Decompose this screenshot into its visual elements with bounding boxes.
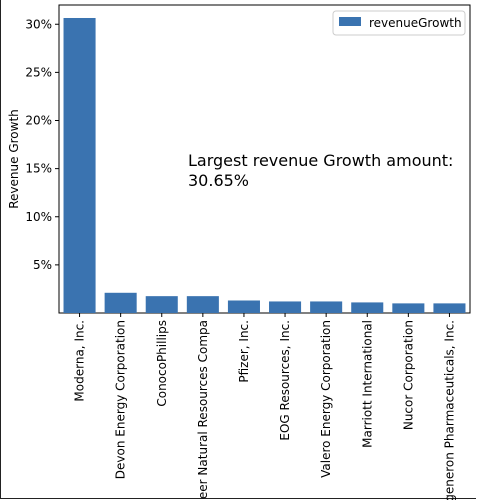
y-tick-label: 30% <box>25 17 52 31</box>
x-tick-label: EOG Resources, Inc. <box>278 320 292 441</box>
bar-0 <box>63 17 96 314</box>
y-tick-label: 15% <box>25 162 52 176</box>
legend-swatch <box>339 17 361 26</box>
bar-2 <box>145 296 178 313</box>
x-tick-label: Valero Energy Corporation <box>319 320 333 478</box>
x-tick-label: Marriott International <box>360 320 374 448</box>
bar-6 <box>310 301 343 313</box>
x-tick-label: Regeneron Pharmaceuticals, Inc. <box>442 320 456 500</box>
bar-7 <box>351 302 384 313</box>
legend: revenueGrowth <box>332 10 466 36</box>
x-tick-label: Devon Energy Corporation <box>114 320 128 479</box>
y-tick-label: 25% <box>25 65 52 79</box>
bar-5 <box>269 301 302 313</box>
x-tick-label: Moderna, Inc. <box>73 320 87 402</box>
y-axis-label: Revenue Growth <box>7 109 21 209</box>
legend-box <box>332 10 466 36</box>
bar-1 <box>104 292 137 313</box>
x-tick-label: Pioneer Natural Resources Compa <box>196 320 210 500</box>
x-tick-label: ConocoPhillips <box>155 320 169 407</box>
annotation-line-2: 30.65% <box>188 171 249 190</box>
annotation-line-1: Largest revenue Growth amount: <box>188 151 453 170</box>
x-tick-label: Nucor Corporation <box>401 320 415 430</box>
y-tick-label: 10% <box>25 210 52 224</box>
y-axis: 5% 10% 15% 20% 25% 30% <box>25 17 59 272</box>
bars-group <box>63 17 466 314</box>
y-tick-label: 5% <box>33 258 52 272</box>
x-tick-label: Pfizer, Inc. <box>237 320 251 383</box>
bar-9 <box>433 303 466 313</box>
legend-label: revenueGrowth <box>369 16 462 30</box>
bar-3 <box>186 296 219 313</box>
x-axis: Moderna, Inc. Devon Energy Corporation Con… <box>73 313 456 500</box>
bar-4 <box>227 300 260 313</box>
plot-area <box>58 4 471 314</box>
y-tick-label: 20% <box>25 114 52 128</box>
bar-8 <box>392 303 425 313</box>
